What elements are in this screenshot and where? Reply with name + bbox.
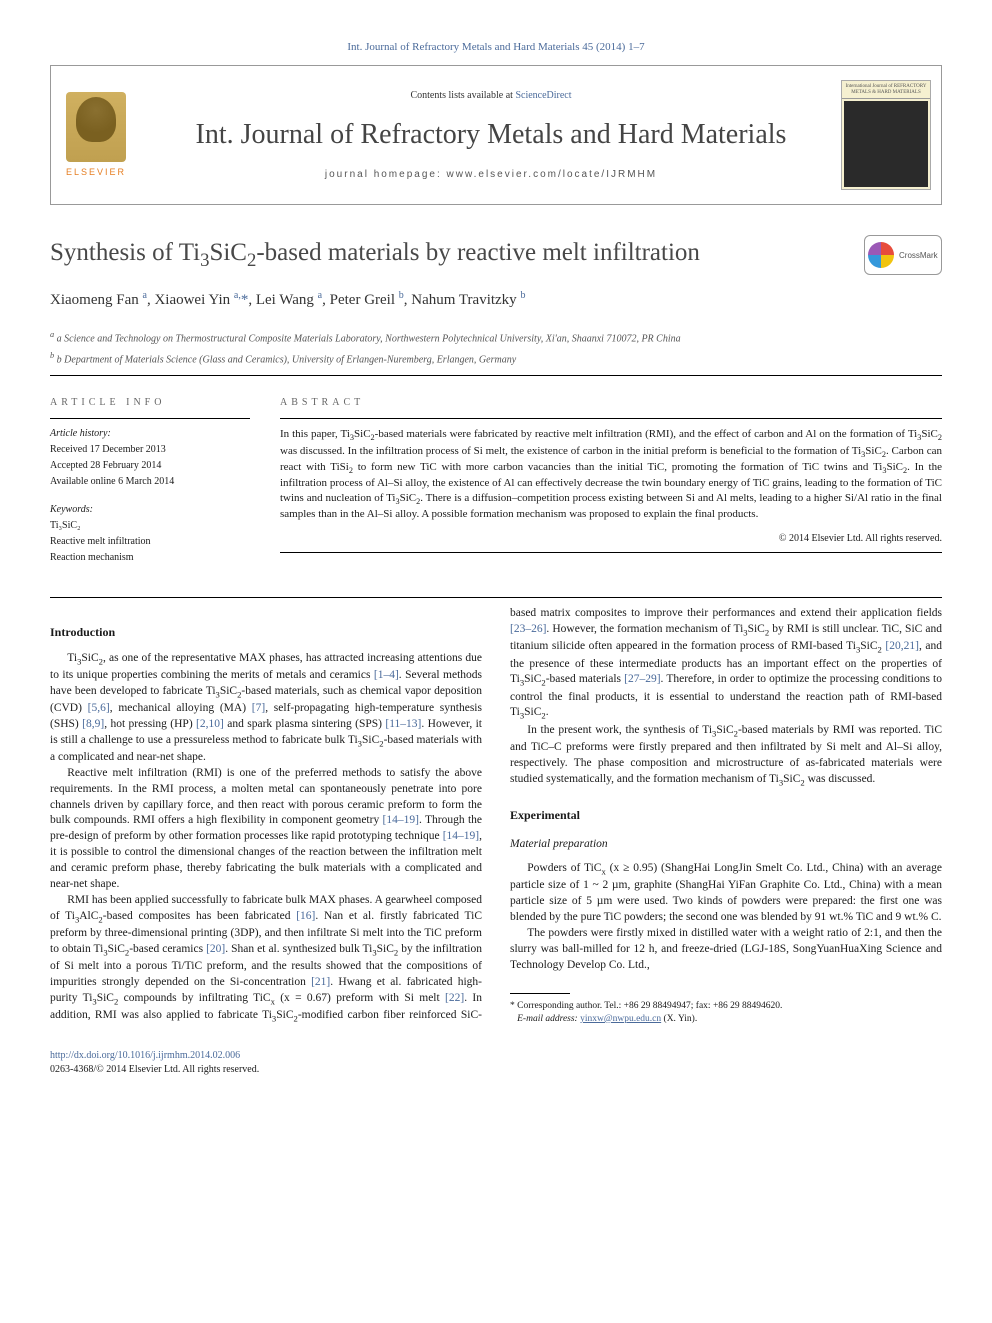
issn-copyright-line: 0263-4368/© 2014 Elsevier Ltd. All right… (50, 1064, 259, 1075)
history-received: Received 17 December 2013 (50, 443, 250, 457)
abstract-copyright: © 2014 Elsevier Ltd. All rights reserved… (280, 532, 942, 546)
journal-title: Int. Journal of Refractory Metals and Ha… (161, 115, 821, 154)
elsevier-logo: ELSEVIER (51, 66, 141, 204)
keywords-label: Keywords: (50, 503, 250, 517)
abstract-heading: abstract (280, 396, 942, 410)
abstract-rule (280, 418, 942, 419)
article-title: Synthesis of Ti3SiC2-based materials by … (50, 235, 942, 274)
abstract-text: In this paper, Ti3SiC2-based materials w… (280, 427, 942, 522)
title-block: Synthesis of Ti3SiC2-based materials by … (50, 235, 942, 310)
footnote-corr-line: * Corresponding author. Tel.: +86 29 884… (510, 1001, 782, 1011)
info-abstract-row: article info Article history: Received 1… (50, 396, 942, 567)
journal-header-box: ELSEVIER Contents lists available at Sci… (50, 65, 942, 205)
keyword-3: Reaction mechanism (50, 551, 250, 565)
history-online: Available online 6 March 2014 (50, 475, 250, 489)
info-rule (50, 418, 250, 419)
affiliation-a: a a Science and Technology on Thermostru… (50, 329, 942, 346)
footnote-separator (510, 993, 570, 994)
elsevier-label: ELSEVIER (66, 166, 126, 179)
keyword-2: Reactive melt infiltration (50, 535, 250, 549)
affiliation-a-text: a Science and Technology on Thermostruct… (57, 333, 681, 344)
article-info-column: article info Article history: Received 1… (50, 396, 250, 567)
footnote-email-suffix: (X. Yin). (661, 1014, 697, 1024)
material-prep-heading: Material preparation (510, 837, 942, 853)
exp-para-2: The powders were firstly mixed in distil… (510, 926, 942, 974)
crossmark-badge-wrap[interactable]: CrossMark (864, 235, 942, 275)
contents-prefix: Contents lists available at (410, 90, 515, 101)
keywords-block: Keywords: Ti₃SiC₂ Reactive melt infiltra… (50, 503, 250, 565)
sciencedirect-link[interactable]: ScienceDirect (515, 90, 571, 101)
page-footer: http://dx.doi.org/10.1016/j.ijrmhm.2014.… (50, 1049, 942, 1077)
keyword-1: Ti₃SiC₂ (50, 519, 250, 533)
introduction-heading: Introduction (50, 624, 482, 641)
history-label: Article history: (50, 427, 250, 441)
footnote-email-label: E-mail address: (517, 1014, 580, 1024)
crossmark-icon (868, 242, 894, 268)
history-accepted: Accepted 28 February 2014 (50, 459, 250, 473)
experimental-heading: Experimental (510, 807, 942, 824)
cover-thumb-image (844, 101, 928, 187)
contents-lists-line: Contents lists available at ScienceDirec… (161, 89, 821, 103)
author-list: Xiaomeng Fan a, Xiaowei Yin a,*, Lei Wan… (50, 289, 942, 311)
abstract-column: abstract In this paper, Ti3SiC2-based ma… (280, 396, 942, 567)
crossmark-badge[interactable]: CrossMark (864, 235, 942, 275)
rule-below-info (50, 597, 942, 598)
footnote-email-link[interactable]: yinxw@nwpu.edu.cn (580, 1014, 661, 1024)
affiliation-b-text: b Department of Materials Science (Glass… (57, 354, 516, 365)
journal-cover-thumbnail: International Journal of REFRACTORY META… (841, 80, 931, 190)
top-journal-reference: Int. Journal of Refractory Metals and Ha… (50, 40, 942, 55)
affiliation-b: b b Department of Materials Science (Gla… (50, 350, 942, 367)
article-info-heading: article info (50, 396, 250, 410)
intro-para-2: Reactive melt infiltration (RMI) is one … (50, 766, 482, 893)
doi-link[interactable]: http://dx.doi.org/10.1016/j.ijrmhm.2014.… (50, 1050, 240, 1061)
body-two-column: Introduction Ti3SiC2, as one of the repr… (50, 606, 942, 1025)
cover-thumb-caption: International Journal of REFRACTORY META… (842, 81, 930, 99)
exp-para-1: Powders of TiCx (x ≥ 0.95) (ShangHai Lon… (510, 861, 942, 926)
journal-homepage: journal homepage: www.elsevier.com/locat… (161, 168, 821, 182)
intro-para-1: Ti3SiC2, as one of the representative MA… (50, 651, 482, 766)
intro-para-4: In the present work, the synthesis of Ti… (510, 723, 942, 789)
header-center: Contents lists available at ScienceDirec… (141, 79, 841, 192)
crossmark-label: CrossMark (899, 250, 938, 261)
corresponding-author-footnote: * Corresponding author. Tel.: +86 29 884… (510, 1000, 942, 1025)
abstract-bottom-rule (280, 552, 942, 553)
rule-above-info (50, 375, 942, 376)
elsevier-tree-icon (66, 92, 126, 162)
